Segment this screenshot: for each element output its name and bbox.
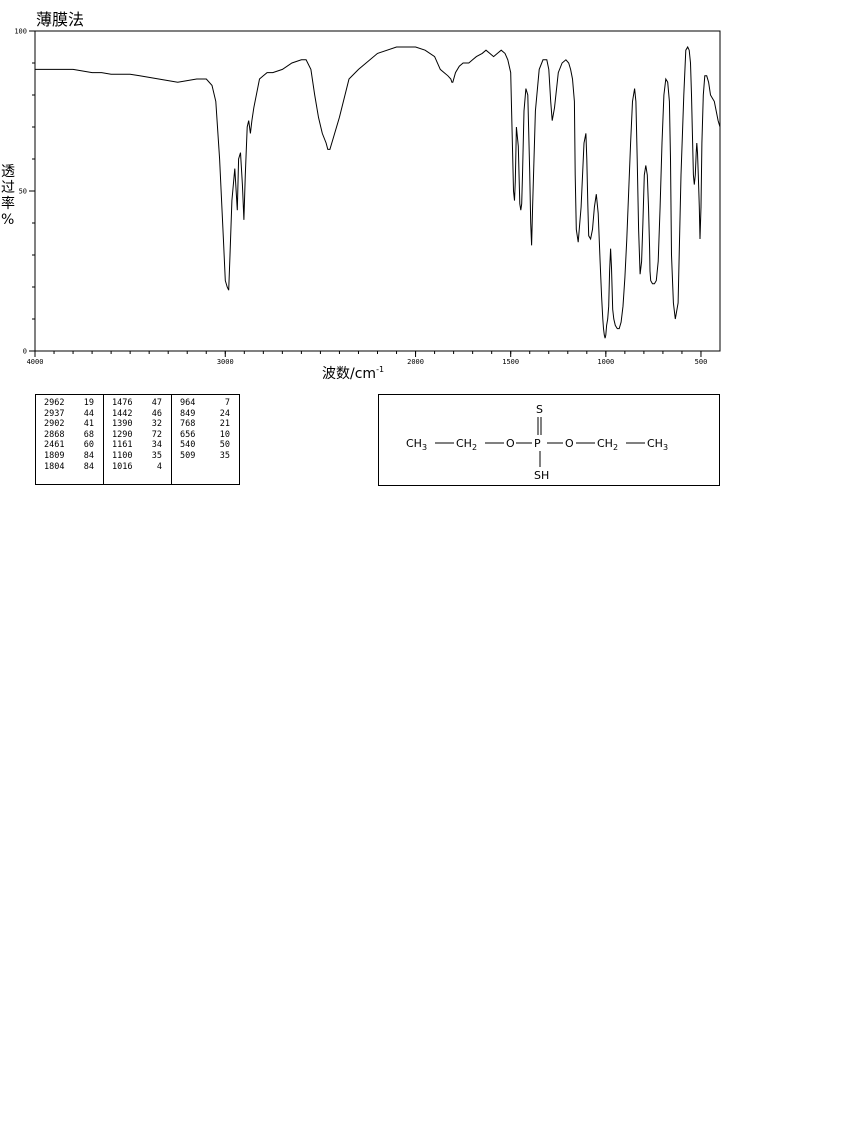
peak-row: 1161 34 — [104, 440, 171, 451]
y-tick-label: 50 — [19, 188, 27, 196]
peak-row: 849 24 — [172, 409, 239, 420]
peak-wavenumber: 540 — [180, 440, 196, 451]
structure-box: CH3 CH2 O P S SH O CH2 CH3 — [378, 394, 720, 486]
structure-diagram: CH3 CH2 O P S SH O CH2 CH3 — [406, 403, 668, 482]
peak-transmittance: 4 — [156, 461, 162, 472]
peak-transmittance: 35 — [151, 450, 162, 461]
peak-transmittance: 35 — [219, 450, 230, 461]
peak-wavenumber: 849 — [180, 408, 196, 419]
peak-column: 2962 19 2937 44 2902 41 2868 68 2461 60 1809 84 1804… — [36, 395, 103, 484]
peak-row: 656 10 — [172, 430, 239, 441]
peak-row: 2937 44 — [36, 409, 103, 420]
peak-row: 2962 19 — [36, 398, 103, 409]
axis-tick-labels: 4000 3000 2000 1500 1000 500 0 50 100 — [14, 28, 707, 367]
left-ch3-label: CH3 — [406, 437, 427, 452]
peak-transmittance: 7 — [224, 398, 230, 408]
peak-transmittance: 84 — [83, 461, 94, 472]
y-tick-label: 0 — [23, 348, 27, 356]
peak-transmittance: 47 — [151, 398, 162, 408]
peak-wavenumber: 1809 — [44, 450, 65, 461]
x-tick-label: 2000 — [407, 358, 424, 366]
peak-row: 1442 46 — [104, 409, 171, 420]
axis-ticks — [29, 30, 702, 357]
peak-transmittance: 10 — [219, 429, 230, 440]
peak-column: 1476 47 1442 46 1390 32 1290 72 1161 34 1100 35 1016… — [103, 395, 171, 484]
peak-row: 1390 32 — [104, 419, 171, 430]
peak-transmittance: 68 — [83, 429, 94, 440]
peak-transmittance: 60 — [83, 440, 94, 451]
peak-wavenumber: 656 — [180, 429, 196, 440]
y-axis-title-char: 透 — [1, 164, 15, 180]
peak-row: 1476 47 — [104, 398, 171, 409]
peak-transmittance: 44 — [83, 408, 94, 419]
method-title: 薄膜法 — [36, 10, 85, 29]
peak-table: 2962 19 2937 44 2902 41 2868 68 2461 60 1809 84 1804… — [35, 394, 240, 485]
peak-wavenumber: 1290 — [112, 429, 133, 440]
phosphorus-label: P — [534, 437, 541, 450]
x-axis-title-superscript: -1 — [376, 365, 384, 374]
peak-row: 1100 35 — [104, 451, 171, 462]
y-axis-title-char: 率 — [1, 195, 15, 212]
peak-transmittance: 19 — [83, 398, 94, 408]
thiol-label: SH — [534, 469, 549, 482]
peak-wavenumber: 1016 — [112, 461, 133, 472]
x-tick-label: 1500 — [502, 358, 519, 366]
peak-row: 2461 60 — [36, 440, 103, 451]
peak-wavenumber: 2902 — [44, 419, 65, 430]
plot-frame — [34, 30, 721, 352]
peak-transmittance: 21 — [219, 419, 230, 430]
peak-row: 964 7 — [172, 398, 239, 409]
peak-wavenumber: 509 — [180, 450, 196, 461]
peak-column: 964 7 849 24 768 21 656 10 540 50 509 35 — [171, 395, 239, 484]
peak-wavenumber: 1161 — [112, 440, 133, 451]
peak-wavenumber: 1804 — [44, 461, 65, 472]
x-tick-label: 3000 — [217, 358, 234, 366]
peak-wavenumber: 2461 — [44, 440, 65, 451]
peak-row: 2902 41 — [36, 419, 103, 430]
right-ch3-label: CH3 — [647, 437, 668, 452]
peak-wavenumber: 2962 — [44, 398, 65, 408]
peak-transmittance: 72 — [151, 429, 162, 440]
peak-row: 2868 68 — [36, 430, 103, 441]
peak-wavenumber: 2937 — [44, 408, 65, 419]
x-axis-title: 波数/cm-1 — [322, 365, 384, 382]
peak-wavenumber: 768 — [180, 419, 196, 430]
peak-transmittance: 84 — [83, 450, 94, 461]
right-oxygen-label: O — [565, 437, 574, 450]
peak-transmittance: 34 — [151, 440, 162, 451]
peak-wavenumber: 2868 — [44, 429, 65, 440]
peak-wavenumber: 1476 — [112, 398, 133, 408]
peak-transmittance: 41 — [83, 419, 94, 430]
peak-row: 1016 4 — [104, 462, 171, 473]
y-axis-title-char: 过 — [1, 180, 15, 196]
y-axis-title: 透过率% — [1, 164, 15, 228]
peak-transmittance: 32 — [151, 419, 162, 430]
y-axis-title-char: % — [1, 212, 14, 228]
peak-wavenumber: 1100 — [112, 450, 133, 461]
peak-row: 1804 84 — [36, 462, 103, 473]
right-ch2-label: CH2 — [597, 437, 618, 452]
peak-transmittance: 46 — [151, 408, 162, 419]
left-ch2-label: CH2 — [456, 437, 477, 452]
x-tick-label: 4000 — [27, 358, 44, 366]
peak-row: 540 50 — [172, 440, 239, 451]
left-oxygen-label: O — [506, 437, 515, 450]
y-tick-label: 100 — [14, 28, 27, 36]
peak-transmittance: 24 — [219, 408, 230, 419]
ir-spectrum-chart: 4000 3000 2000 1500 1000 500 0 50 100 波数/cm-1 透过… — [1, 28, 721, 382]
thione-sulfur-label: S — [536, 403, 543, 416]
peak-wavenumber: 1390 — [112, 419, 133, 430]
peak-row: 1809 84 — [36, 451, 103, 462]
x-tick-label: 500 — [695, 358, 708, 366]
x-tick-label: 1000 — [597, 358, 614, 366]
peak-wavenumber: 964 — [180, 398, 196, 408]
peak-transmittance: 50 — [219, 440, 230, 451]
series-line — [35, 45, 721, 339]
peak-row: 509 35 — [172, 451, 239, 462]
peak-wavenumber: 1442 — [112, 408, 133, 419]
peak-row: 1290 72 — [104, 430, 171, 441]
peak-row: 768 21 — [172, 419, 239, 430]
